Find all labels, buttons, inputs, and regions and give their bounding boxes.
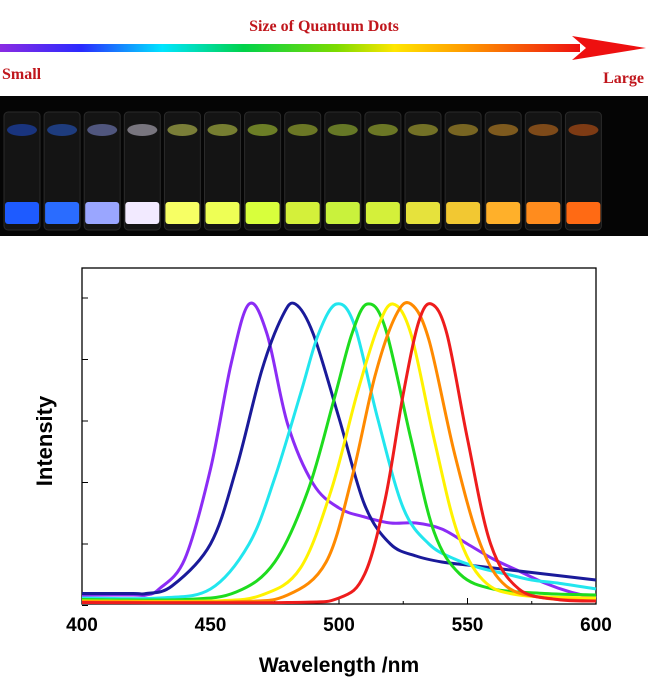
vial-solution: [205, 202, 240, 224]
emission-curve-1: [82, 301, 597, 600]
vial-glass: [484, 111, 522, 231]
emission-curve-4: [81, 302, 597, 602]
vial: [284, 111, 322, 231]
x-axis-label: Wavelength /nm: [259, 654, 419, 677]
vial: [204, 111, 241, 231]
emission-curve-3: [81, 302, 597, 601]
vial-solution: [165, 202, 200, 224]
vial-solution: [446, 202, 481, 224]
vial-solution: [566, 202, 601, 224]
vial-glass: [83, 111, 121, 231]
vial-cap-glow: [47, 124, 78, 136]
vial-glass: [123, 111, 161, 231]
x-tick-label: 500: [323, 615, 355, 636]
size-arrow-head: [572, 36, 646, 60]
vial-glass: [404, 111, 442, 231]
y-axis-label: Intensity: [32, 395, 57, 486]
vial: [404, 111, 442, 231]
vial-solution: [285, 202, 320, 224]
vial: [564, 111, 602, 231]
vial-glass: [163, 111, 201, 231]
vial-solution: [526, 202, 561, 224]
vial-cap-glow: [488, 124, 519, 136]
size-title: Size of Quantum Dots: [249, 18, 399, 35]
vial: [163, 111, 201, 231]
vial-glass: [284, 111, 322, 231]
vial-glass: [444, 111, 482, 231]
vial-solution: [245, 202, 280, 224]
large-label: Large: [603, 70, 644, 87]
vial: [524, 111, 562, 231]
vial-glass: [43, 111, 81, 231]
vial-glass: [364, 111, 402, 231]
vial: [43, 111, 81, 231]
vial-cap-glow: [448, 124, 479, 136]
size-arrow-shaft: [0, 44, 580, 52]
vial-cap-glow: [207, 124, 238, 136]
vial-cap-glow: [408, 124, 438, 136]
vial-photo: [0, 96, 648, 236]
vial: [123, 111, 161, 231]
vial-cap-glow: [528, 124, 559, 136]
emission-curve-7: [81, 302, 597, 605]
vial-glass: [3, 111, 41, 231]
x-tick-label: 600: [580, 615, 612, 636]
vial-cap-glow: [87, 124, 118, 136]
vial-cap-glow: [247, 124, 278, 136]
vial-solution: [486, 202, 521, 224]
x-tick-label: 550: [452, 615, 484, 636]
vial: [364, 111, 402, 231]
vial: [324, 111, 362, 231]
size-arrow: [0, 36, 646, 60]
vial-cap-glow: [127, 124, 158, 136]
vial: [83, 111, 121, 231]
vial-solution: [406, 202, 440, 224]
emission-curve-6: [81, 301, 597, 604]
vial-solution: [325, 202, 360, 224]
vial-cap-glow: [367, 124, 398, 136]
emission-curve-2: [81, 301, 597, 596]
vial-solution: [5, 202, 39, 224]
vial-solution: [125, 202, 160, 224]
vial-glass: [244, 111, 282, 231]
vial: [444, 111, 482, 231]
vial-solution: [85, 202, 120, 224]
vial-solution: [365, 202, 400, 224]
vial: [484, 111, 522, 231]
plot-frame: [81, 267, 597, 605]
vial-glass: [524, 111, 562, 231]
vial-glass: [564, 111, 602, 231]
emission-curve-5: [81, 302, 597, 603]
vial-cap-glow: [287, 124, 318, 136]
x-tick-label: 400: [66, 615, 98, 636]
vial-glass: [204, 111, 241, 231]
vial: [3, 111, 41, 231]
vial-solution: [45, 202, 80, 224]
vial-cap-glow: [327, 124, 358, 136]
vial-cap-glow: [7, 124, 37, 136]
vial: [244, 111, 282, 231]
vial-cap-glow: [167, 124, 198, 136]
x-tick-label: 450: [195, 615, 227, 636]
small-label: Small: [2, 66, 42, 83]
vial-glass: [324, 111, 362, 231]
vial-cap-glow: [568, 124, 599, 136]
